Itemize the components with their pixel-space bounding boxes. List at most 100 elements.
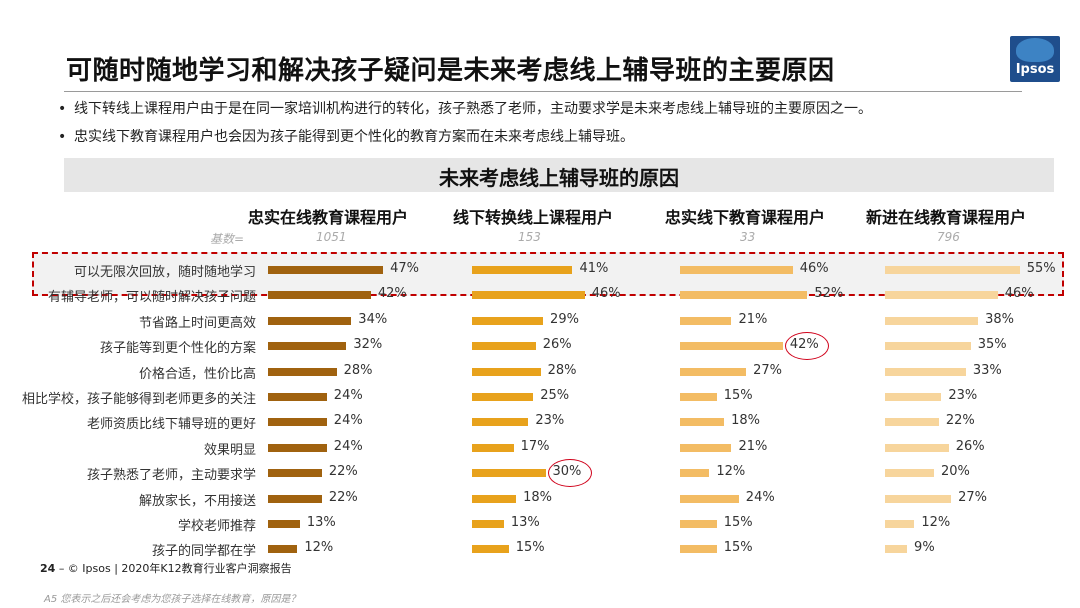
bar — [472, 443, 514, 452]
bar — [268, 443, 327, 452]
bullet-2: • 忠实线下教育课程用户也会因为孩子能得到更个性化的教育方案而在未来考虑线上辅导班… — [58, 126, 634, 146]
data-label: 15% — [723, 388, 753, 403]
data-label: 9% — [914, 540, 935, 556]
title-divider — [64, 91, 1022, 92]
data-label: 12% — [716, 464, 746, 480]
footer-text: – © Ipsos | 2020年K12教育行业客户洞察报告 — [58, 562, 292, 575]
bar — [885, 367, 966, 376]
bullet-dot-icon: • — [58, 129, 67, 145]
data-label: 32% — [353, 337, 383, 353]
data-label: 15% — [515, 540, 545, 556]
category-label: 老师资质比线下辅导班的更好 — [86, 417, 256, 433]
bar — [885, 494, 952, 503]
data-label: 25% — [540, 388, 570, 403]
bar — [680, 418, 725, 427]
data-label: 22% — [328, 464, 358, 480]
bar — [268, 266, 384, 274]
category-label: 可以无限次回放，随时随地学习 — [73, 265, 256, 280]
category-label: 孩子熟悉了老师，主动要求学 — [86, 468, 256, 484]
bar — [885, 316, 979, 325]
data-label: 17% — [520, 438, 550, 454]
data-label: 38% — [985, 311, 1014, 327]
data-label: 33% — [972, 362, 1002, 378]
bar — [680, 443, 732, 452]
bar — [680, 520, 717, 528]
data-label: 46% — [1004, 286, 1034, 302]
bar — [680, 342, 783, 351]
data-label: 46% — [799, 261, 829, 276]
bar — [680, 316, 732, 325]
survey-question: A5 您表示之后还会考虑为您孩子选择在线教育，原因是？ — [44, 594, 301, 605]
bar — [680, 291, 808, 300]
category-label: 效果明显 — [203, 442, 256, 458]
category-label: 有辅导老师，可以随时解决孩子问题 — [47, 290, 256, 306]
data-label: 29% — [550, 311, 579, 327]
bar — [885, 342, 971, 351]
data-label: 24% — [745, 489, 775, 505]
category-label: 孩子的同学都在学 — [151, 544, 256, 560]
bar — [680, 393, 717, 401]
category-label: 相比学校，孩子能够得到老师更多的关注 — [21, 392, 256, 407]
bar — [472, 316, 544, 325]
data-label: 26% — [955, 438, 985, 454]
bar — [472, 291, 585, 300]
bar — [680, 469, 710, 478]
bar — [472, 367, 541, 376]
bar — [472, 494, 517, 503]
data-label: 26% — [542, 337, 572, 353]
bar — [680, 545, 717, 554]
bar — [885, 545, 908, 554]
bullet-2-text: 忠实线下教育课程用户也会因为孩子能得到更个性化的教育方案而在未来考虑线上辅导班。 — [74, 129, 634, 145]
logo-text: Ipsos — [1015, 62, 1055, 77]
bar — [268, 545, 298, 554]
column-header-3: 忠实线下教育课程用户 — [665, 208, 826, 227]
data-label: 18% — [523, 489, 552, 505]
base-value-1: 1051 — [316, 230, 347, 244]
data-label: 41% — [579, 261, 609, 276]
data-label: 46% — [591, 286, 621, 302]
bar — [268, 393, 327, 401]
category-label: 学校老师推荐 — [177, 519, 256, 534]
bar — [885, 291, 998, 300]
bar — [885, 418, 939, 427]
data-label: 28% — [343, 362, 373, 378]
data-label: 55% — [1026, 261, 1056, 276]
bar — [268, 494, 322, 503]
chart-title-banner — [64, 158, 1054, 192]
data-label: 34% — [358, 311, 388, 327]
base-value-2: 153 — [518, 230, 541, 244]
bar — [472, 520, 504, 528]
bar — [680, 367, 747, 376]
data-label: 24% — [333, 438, 363, 454]
logo-head-icon — [1016, 38, 1054, 62]
page-number: 24 — [40, 562, 56, 575]
data-label: 23% — [535, 413, 565, 429]
data-label: 42% — [377, 286, 407, 302]
bar — [268, 469, 322, 478]
data-label: 15% — [723, 515, 753, 530]
chart-title: 未来考虑线上辅导班的原因 — [439, 166, 679, 190]
data-label: 47% — [390, 261, 420, 276]
data-label: 24% — [333, 388, 363, 403]
data-label: 23% — [948, 388, 978, 403]
highlight-circle — [547, 459, 592, 488]
bar — [885, 469, 934, 478]
category-label: 解放家长，不用接送 — [138, 493, 256, 509]
bar — [472, 418, 529, 427]
bullet-1-text: 线下转线上课程用户由于是在同一家培训机构进行的转化，孩子熟悉了老师，主动要求学是… — [74, 101, 872, 117]
bar — [268, 316, 352, 325]
data-label: 13% — [510, 515, 540, 530]
data-label: 35% — [977, 337, 1007, 353]
bar — [680, 266, 793, 274]
data-label: 21% — [738, 311, 768, 327]
column-header-4: 新进在线教育课程用户 — [866, 208, 1027, 227]
data-label: 22% — [945, 413, 975, 429]
data-label: 15% — [723, 540, 753, 556]
bar — [885, 520, 915, 528]
category-label: 孩子能等到更个性化的方案 — [99, 341, 256, 357]
bar — [885, 266, 1020, 274]
data-label: 12% — [921, 515, 951, 530]
bar — [885, 393, 942, 401]
bar — [268, 520, 300, 528]
data-label: 20% — [941, 464, 970, 480]
